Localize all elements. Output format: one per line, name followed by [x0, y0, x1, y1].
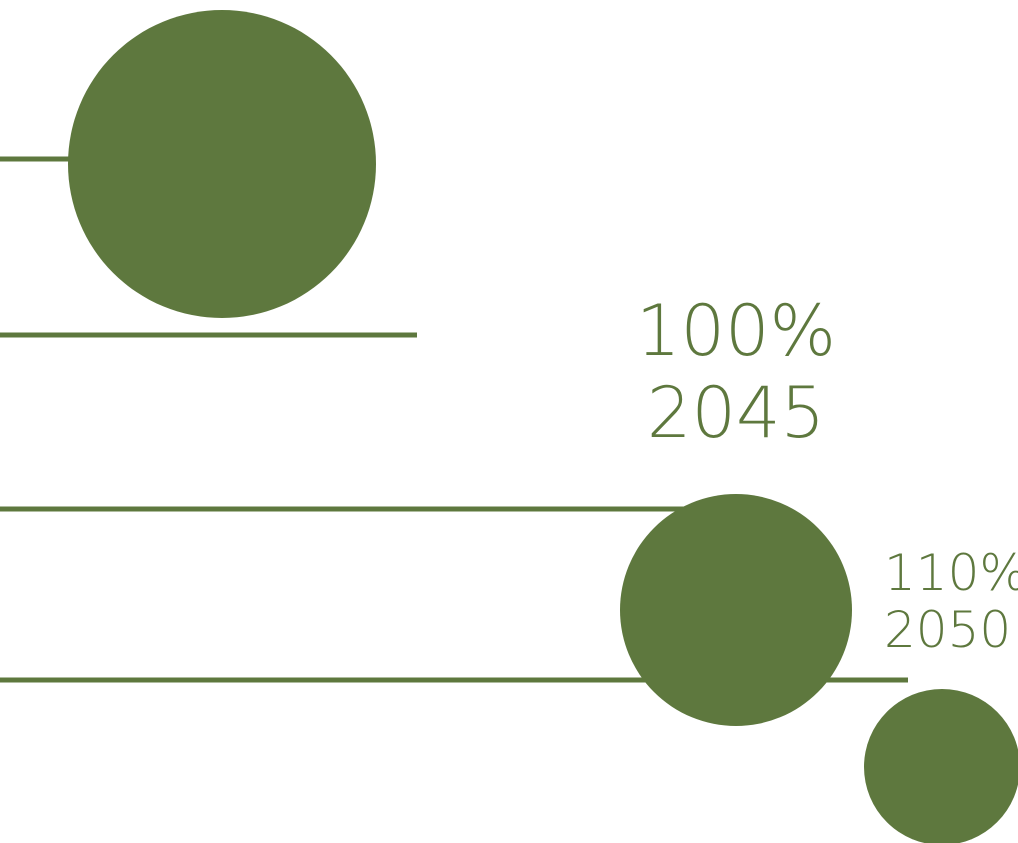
milestone-1-circle — [68, 10, 376, 318]
milestone-1 — [0, 10, 417, 338]
milestone-2-percent: 100% — [636, 290, 836, 372]
milestone-4-circle — [864, 689, 1018, 843]
milestone-3-year: 2050 — [884, 601, 1011, 659]
milestone-2-label: 100% 2045 — [636, 290, 836, 454]
milestone-4 — [864, 689, 1018, 843]
milestone-2-circle — [620, 494, 852, 726]
milestone-2 — [0, 494, 908, 726]
milestone-3-percent: 110% — [884, 544, 1018, 602]
milestone-2-year: 2045 — [647, 372, 825, 454]
milestone-3-label: 110% 2050 — [884, 544, 1018, 659]
